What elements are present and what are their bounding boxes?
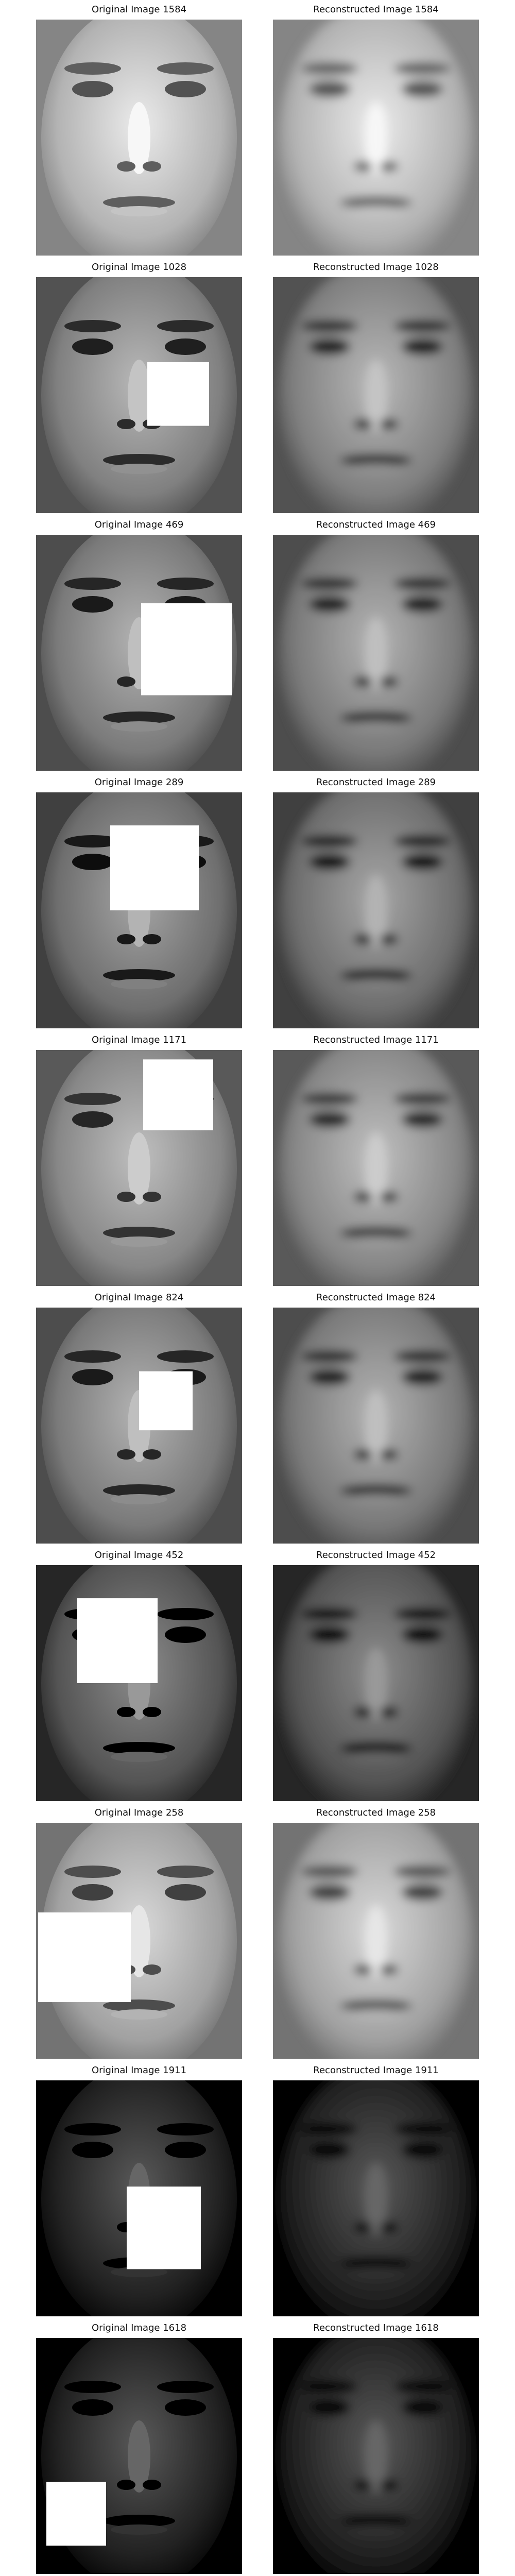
reconstructed-panel: Reconstructed Image 824 <box>268 1288 484 1546</box>
reconstructed-image-title: Reconstructed Image 1618 <box>313 2323 439 2333</box>
face <box>278 1308 474 1544</box>
original-face-image <box>36 1050 242 1286</box>
original-panel: Original Image 1584 <box>31 0 247 258</box>
face <box>278 20 474 256</box>
reconstructed-image-title: Reconstructed Image 1171 <box>313 1035 439 1045</box>
original-image-title: Original Image 452 <box>94 1550 184 1561</box>
original-face-image <box>36 277 242 513</box>
reconstructed-face-image <box>273 1308 479 1544</box>
face <box>278 277 474 513</box>
reconstructed-panel: Reconstructed Image 258 <box>268 1803 484 2061</box>
reconstructed-face-image <box>273 1823 479 2059</box>
face <box>278 1565 474 1801</box>
reconstructed-panel: Reconstructed Image 452 <box>268 1546 484 1803</box>
face <box>278 1823 474 2059</box>
original-face-image <box>36 792 242 1028</box>
occlusion-mask <box>127 2187 201 2269</box>
reconstructed-image-title: Reconstructed Image 1584 <box>313 4 439 15</box>
reconstructed-image-title: Reconstructed Image 452 <box>316 1550 436 1561</box>
original-panel: Original Image 1618 <box>31 2318 247 2576</box>
original-face-image <box>36 1308 242 1544</box>
reconstructed-image-title: Reconstructed Image 1028 <box>313 262 439 273</box>
occlusion-mask <box>77 1598 158 1683</box>
original-panel: Original Image 1028 <box>31 258 247 515</box>
face <box>41 20 237 256</box>
original-image-title: Original Image 1028 <box>91 262 187 273</box>
figure-row: Original Image 824 Reconstructed Image 82… <box>0 1288 515 1546</box>
figure-row: Original Image 452 Reconstructed Image 45… <box>0 1546 515 1803</box>
figure-row: Original Image 1911 Reconstructed Image 1… <box>0 2061 515 2318</box>
figure-row: Original Image 1028 Reconstructed Image 1… <box>0 258 515 515</box>
reconstructed-face-image <box>273 2080 479 2316</box>
reconstructed-panel: Reconstructed Image 1618 <box>268 2318 484 2576</box>
face <box>278 2338 474 2574</box>
reconstructed-face-image <box>273 277 479 513</box>
occlusion-mask <box>141 603 232 696</box>
reconstructed-image-title: Reconstructed Image 469 <box>316 519 436 530</box>
occlusion-mask <box>143 1059 213 1130</box>
figure-row: Original Image 258 Reconstructed Image 25… <box>0 1803 515 2061</box>
original-panel: Original Image 1911 <box>31 2061 247 2318</box>
occlusion-mask <box>139 1371 193 1431</box>
face <box>278 535 474 771</box>
original-image-title: Original Image 289 <box>94 777 184 788</box>
original-face-image <box>36 2338 242 2574</box>
original-image-title: Original Image 1618 <box>91 2323 187 2333</box>
figure-row: Original Image 1618 Reconstructed Image 1… <box>0 2318 515 2576</box>
original-panel: Original Image 452 <box>31 1546 247 1803</box>
original-image-title: Original Image 1911 <box>91 2065 187 2076</box>
reconstructed-image-title: Reconstructed Image 289 <box>316 777 436 788</box>
face <box>41 277 237 513</box>
original-panel: Original Image 1171 <box>31 1030 247 1288</box>
reconstructed-panel: Reconstructed Image 469 <box>268 515 484 773</box>
reconstructed-panel: Reconstructed Image 1911 <box>268 2061 484 2318</box>
figure-row: Original Image 289 Reconstructed Image 28… <box>0 773 515 1030</box>
reconstructed-face-image <box>273 1565 479 1801</box>
reconstructed-face-image <box>273 1050 479 1286</box>
original-image-title: Original Image 1584 <box>91 4 187 15</box>
original-image-title: Original Image 1171 <box>91 1035 187 1045</box>
original-panel: Original Image 469 <box>31 515 247 773</box>
reconstructed-panel: Reconstructed Image 1171 <box>268 1030 484 1288</box>
reconstructed-face-image <box>273 535 479 771</box>
face <box>278 2080 474 2316</box>
original-face-image <box>36 1823 242 2059</box>
figure-row: Original Image 1171 Reconstructed Image 1… <box>0 1030 515 1288</box>
reconstructed-face-image <box>273 20 479 256</box>
figure-row: Original Image 469 Reconstructed Image 46… <box>0 515 515 773</box>
face <box>41 535 237 771</box>
original-image-title: Original Image 469 <box>94 519 184 530</box>
reconstructed-image-title: Reconstructed Image 824 <box>316 1292 436 1303</box>
occlusion-mask <box>147 362 209 426</box>
original-panel: Original Image 289 <box>31 773 247 1030</box>
original-panel: Original Image 258 <box>31 1803 247 2061</box>
original-face-image <box>36 535 242 771</box>
occlusion-mask <box>110 825 199 910</box>
original-panel: Original Image 824 <box>31 1288 247 1546</box>
reconstructed-face-image <box>273 2338 479 2574</box>
original-face-image <box>36 2080 242 2316</box>
original-image-title: Original Image 258 <box>94 1807 184 1818</box>
original-face-image <box>36 1565 242 1801</box>
reconstructed-panel: Reconstructed Image 289 <box>268 773 484 1030</box>
original-face-image <box>36 20 242 256</box>
reconstructed-panel: Reconstructed Image 1028 <box>268 258 484 515</box>
face <box>278 792 474 1028</box>
occlusion-mask <box>38 1912 131 2003</box>
reconstructed-image-title: Reconstructed Image 1911 <box>313 2065 439 2076</box>
figure-row: Original Image 1584 Reconstructed Image 1… <box>0 0 515 258</box>
reconstructed-face-image <box>273 792 479 1028</box>
reconstructed-image-title: Reconstructed Image 258 <box>316 1807 436 1818</box>
original-image-title: Original Image 824 <box>94 1292 184 1303</box>
reconstructed-panel: Reconstructed Image 1584 <box>268 0 484 258</box>
face <box>278 1050 474 1286</box>
occlusion-mask <box>46 2482 106 2546</box>
